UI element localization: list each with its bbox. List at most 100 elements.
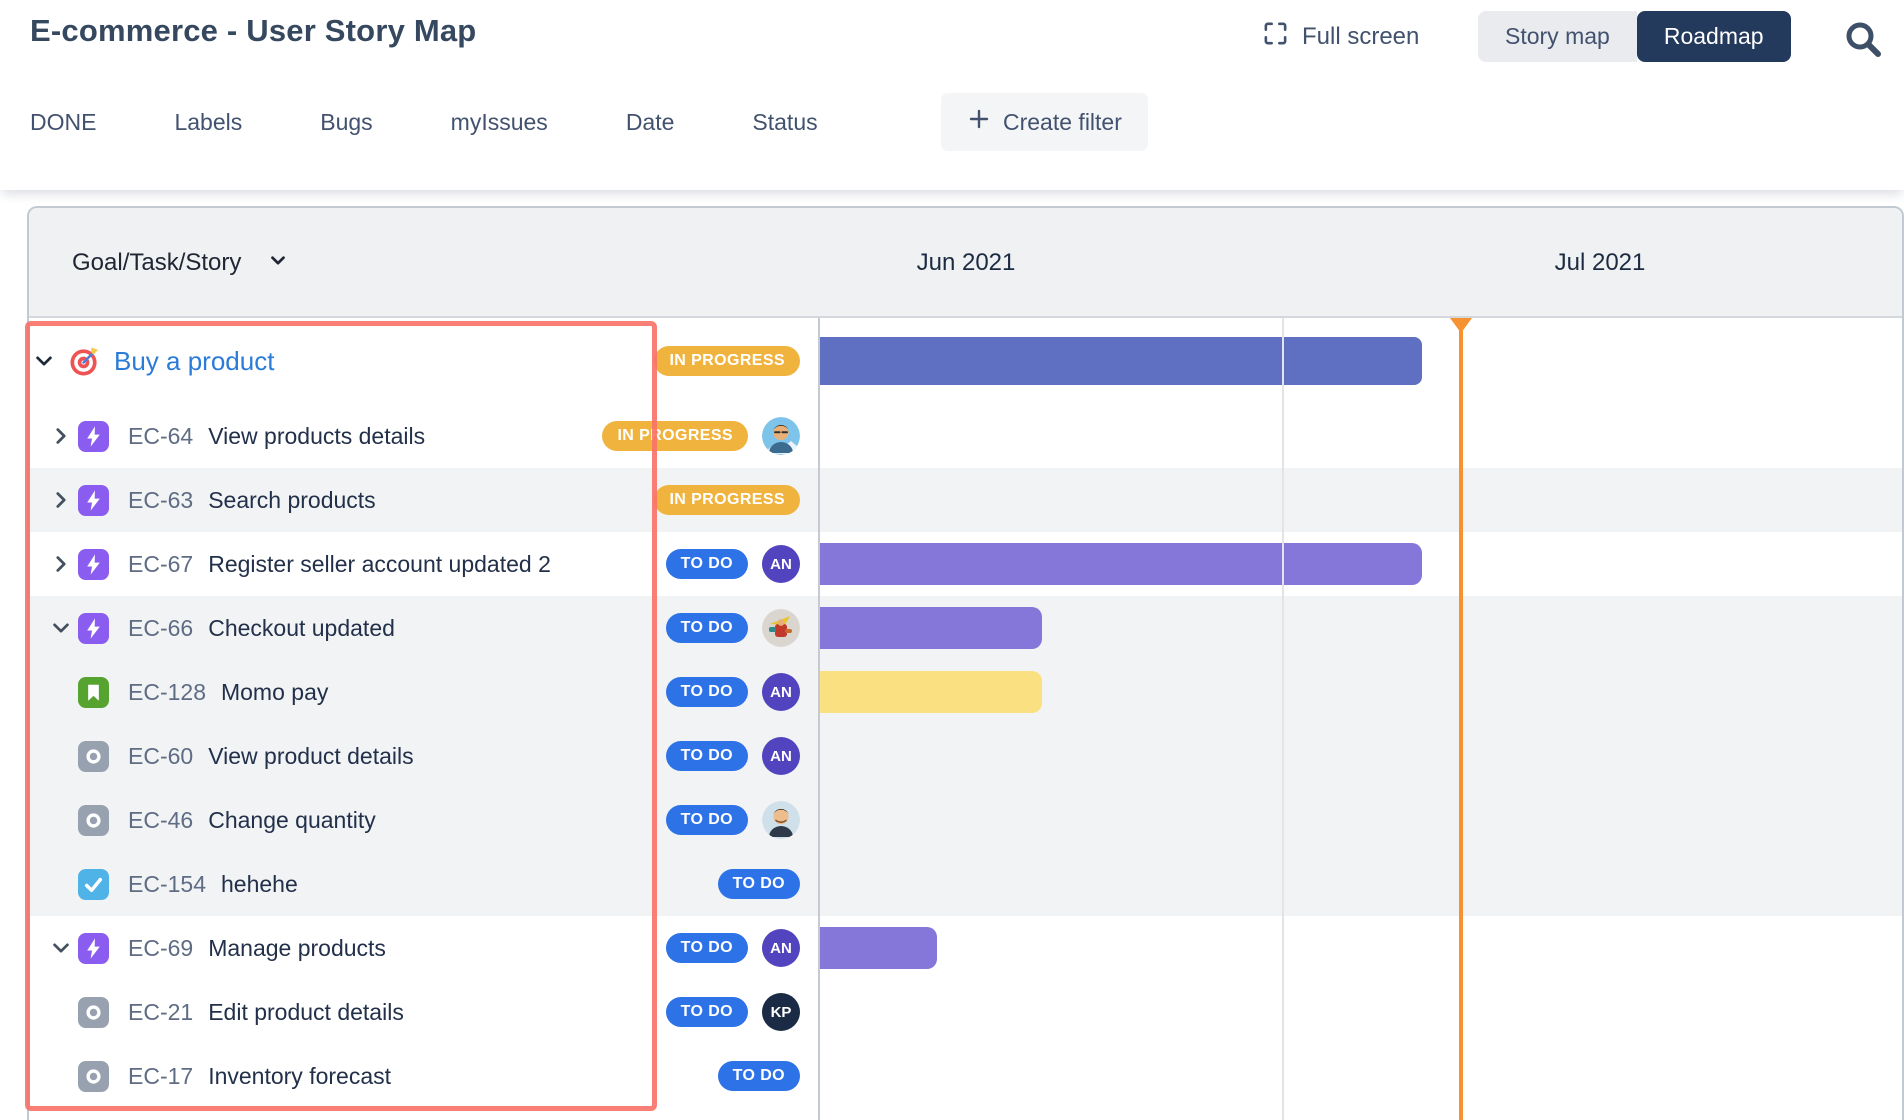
goal-title-link[interactable]: Buy a product xyxy=(114,345,275,376)
issue-row-EC-128[interactable]: EC-128 Momo pay TO DO AN xyxy=(29,660,818,724)
issue-key: EC-69 xyxy=(128,934,194,961)
filter-item-date[interactable]: Date xyxy=(625,108,675,135)
epic-issue-icon xyxy=(78,612,109,644)
collapse-chevron-icon[interactable] xyxy=(50,937,72,959)
chevron-down-icon xyxy=(267,249,289,278)
assignee-avatar[interactable]: AN xyxy=(762,737,800,775)
issue-row-EC-66[interactable]: EC-66 Checkout updated TO DO xyxy=(29,596,818,660)
epic-issue-icon xyxy=(78,484,109,516)
fullscreen-icon xyxy=(1262,20,1289,54)
today-line xyxy=(1459,318,1463,1120)
column-header-dropdown[interactable]: Goal/Task/Story xyxy=(72,208,289,318)
issue-summary: Checkout updated xyxy=(208,614,395,641)
create-filter-button[interactable]: Create filter xyxy=(941,93,1148,151)
issue-row-EC-63[interactable]: EC-63 Search products IN PROGRESS xyxy=(29,468,818,532)
assignee-avatar[interactable]: AN xyxy=(762,545,800,583)
row-stripe xyxy=(29,916,1902,1120)
goal-issue-icon xyxy=(69,346,100,377)
issue-row-EC-64[interactable]: EC-64 View products details IN PROGRESS xyxy=(29,404,818,468)
search-button[interactable] xyxy=(1840,16,1886,67)
generic-issue-icon xyxy=(78,996,109,1028)
status-badge[interactable]: TO DO xyxy=(665,741,748,771)
status-badge[interactable]: IN PROGRESS xyxy=(654,346,800,376)
issue-key: EC-63 xyxy=(128,486,194,513)
assignee-avatar[interactable] xyxy=(762,609,800,647)
issue-summary: Register seller account updated 2 xyxy=(208,550,551,577)
issue-summary: Change quantity xyxy=(208,806,376,833)
fullscreen-label: Full screen xyxy=(1302,23,1420,50)
assignee-avatar[interactable]: AN xyxy=(762,673,800,711)
app-header: E-commerce - User Story Map Full screen … xyxy=(0,0,1904,190)
assignee-avatar[interactable]: KP xyxy=(762,993,800,1031)
issue-key: EC-60 xyxy=(128,742,194,769)
filter-item-done[interactable]: DONE xyxy=(30,108,97,135)
filter-item-bugs[interactable]: Bugs xyxy=(320,108,373,135)
column-header-label: Goal/Task/Story xyxy=(72,249,242,276)
issue-row-EC-67[interactable]: EC-67 Register seller account updated 2 TO… xyxy=(29,532,818,596)
issue-row-EC-46[interactable]: EC-46 Change quantity TO DO xyxy=(29,788,818,852)
issue-key: EC-128 xyxy=(128,678,206,705)
assignee-avatar[interactable] xyxy=(762,801,800,839)
roadmap-board: Buy a product IN PROGRESS EC-64 View produc… xyxy=(27,206,1904,1120)
gantt-bar-EC-66[interactable] xyxy=(820,607,1042,649)
status-badge[interactable]: TO DO xyxy=(665,805,748,835)
issue-summary: Search products xyxy=(208,486,376,513)
issue-row-EC-21[interactable]: EC-21 Edit product details TO DO KP xyxy=(29,980,818,1044)
collapse-chevron-icon[interactable] xyxy=(33,350,55,372)
story-map-button[interactable]: Story map xyxy=(1478,11,1637,62)
assignee-avatar[interactable]: AN xyxy=(762,929,800,967)
gantt-bar-EC-67[interactable] xyxy=(820,543,1422,585)
gantt-bar-goal[interactable] xyxy=(820,337,1422,385)
month-label-jun: Jun 2021 xyxy=(916,249,1016,276)
issue-key: EC-64 xyxy=(128,422,194,449)
task-issue-icon xyxy=(78,868,109,900)
generic-issue-icon xyxy=(78,804,109,836)
issue-row-EC-154[interactable]: EC-154 hehehe TO DO xyxy=(29,852,818,916)
expand-chevron-icon[interactable] xyxy=(50,553,72,575)
view-toggle: Story map Roadmap xyxy=(1478,11,1791,62)
goal-row[interactable]: Buy a product IN PROGRESS xyxy=(29,318,818,404)
page-title: E-commerce - User Story Map xyxy=(30,13,477,48)
status-badge[interactable]: IN PROGRESS xyxy=(654,485,800,515)
issue-key: EC-66 xyxy=(128,614,194,641)
row-stripe xyxy=(29,596,1902,916)
filter-item-labels[interactable]: Labels xyxy=(174,108,243,135)
issue-summary: View products details xyxy=(208,422,426,449)
expand-chevron-icon[interactable] xyxy=(50,489,72,511)
status-badge[interactable]: TO DO xyxy=(717,1061,800,1091)
filter-item-status[interactable]: Status xyxy=(752,108,818,135)
board-header: Goal/Task/Story Jun 2021 Jul 2021 xyxy=(29,208,1902,318)
status-badge[interactable]: IN PROGRESS xyxy=(602,421,748,451)
filter-bar: DONE Labels Bugs myIssues Date Status xyxy=(30,99,818,145)
issue-summary: Inventory forecast xyxy=(208,1062,392,1089)
expand-chevron-icon[interactable] xyxy=(50,425,72,447)
issue-row-EC-69[interactable]: EC-69 Manage products TO DO AN xyxy=(29,916,818,980)
issue-row-EC-60[interactable]: EC-60 View product details TO DO AN xyxy=(29,724,818,788)
epic-issue-icon xyxy=(78,932,109,964)
collapse-chevron-icon[interactable] xyxy=(50,617,72,639)
issue-summary: View product details xyxy=(208,742,414,769)
status-badge[interactable]: TO DO xyxy=(665,933,748,963)
assignee-avatar[interactable] xyxy=(762,417,800,455)
gantt-bar-EC-69[interactable] xyxy=(820,927,937,969)
status-badge[interactable]: TO DO xyxy=(665,997,748,1027)
filter-item-myissues[interactable]: myIssues xyxy=(450,108,548,135)
month-label-jul: Jul 2021 xyxy=(1554,249,1646,276)
issue-row-EC-17[interactable]: EC-17 Inventory forecast TO DO xyxy=(29,1044,818,1108)
fullscreen-button[interactable]: Full screen xyxy=(1262,20,1419,54)
gantt-bar-EC-128[interactable] xyxy=(820,671,1042,713)
column-resize-handle[interactable] xyxy=(818,208,820,1120)
status-badge[interactable]: TO DO xyxy=(665,549,748,579)
status-badge[interactable]: TO DO xyxy=(665,677,748,707)
issue-key: EC-17 xyxy=(128,1062,194,1089)
issue-summary: Edit product details xyxy=(208,998,404,1025)
epic-issue-icon xyxy=(78,548,109,580)
roadmap-button[interactable]: Roadmap xyxy=(1636,11,1791,62)
epic-issue-icon xyxy=(78,420,109,452)
create-filter-label: Create filter xyxy=(1003,108,1122,135)
search-icon xyxy=(1840,22,1886,66)
status-badge[interactable]: TO DO xyxy=(717,869,800,899)
status-badge[interactable]: TO DO xyxy=(665,613,748,643)
issue-key: EC-67 xyxy=(128,550,194,577)
